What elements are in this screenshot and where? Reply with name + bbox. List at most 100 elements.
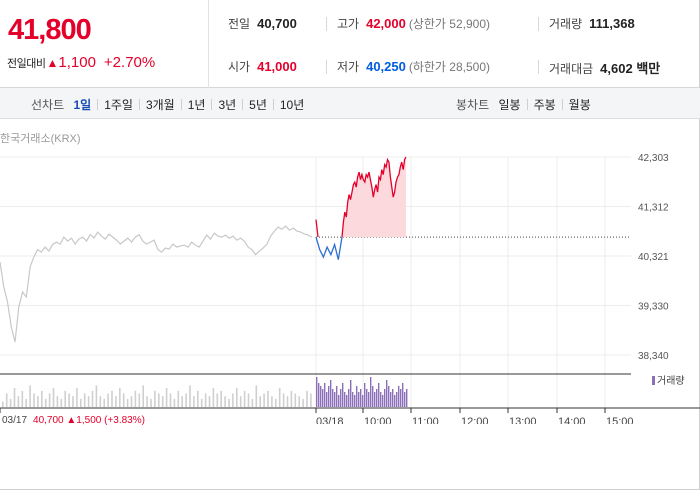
tab-3year[interactable]: 3년 xyxy=(218,98,237,112)
volume-bar xyxy=(306,390,308,407)
open-stat: 시가 41,000 xyxy=(228,59,297,74)
volume-bar xyxy=(243,390,246,407)
volume-bar xyxy=(346,395,348,407)
volume-bar xyxy=(17,396,20,407)
y-tick-label: 40,321 xyxy=(638,252,669,263)
volume-bar xyxy=(340,389,342,407)
volume-bar xyxy=(224,396,226,407)
volume-bar xyxy=(342,383,344,407)
volume-bar xyxy=(400,389,402,407)
volume-bar xyxy=(134,390,137,407)
volume-bar xyxy=(356,386,358,407)
volume-bar xyxy=(372,386,374,407)
volume-bar xyxy=(72,396,74,407)
volume-bar xyxy=(370,377,372,407)
volume-bar xyxy=(177,390,180,407)
volume-bar xyxy=(138,393,141,407)
volume-bar xyxy=(324,383,326,407)
prev-day-text: 40,700 ▲1,500 (+3.83%) xyxy=(33,415,145,426)
volume-bar xyxy=(376,389,378,407)
tab-weekly-candle[interactable]: 주봉 xyxy=(533,98,556,112)
volume-bar xyxy=(52,388,55,407)
volume-bar xyxy=(150,398,152,407)
x-tick-label: 14:00 xyxy=(558,416,586,424)
volume-bar xyxy=(380,392,382,407)
volume-bar xyxy=(344,392,346,407)
volume-bar xyxy=(189,385,191,407)
tab-1year[interactable]: 1년 xyxy=(187,98,206,112)
volume-bar xyxy=(158,393,160,407)
volume-bar xyxy=(13,388,16,407)
volume-bar xyxy=(364,383,366,407)
tab-1day[interactable]: 1일 xyxy=(73,98,92,112)
volume-bar xyxy=(247,393,250,407)
change-label: 전일대비 xyxy=(7,58,46,70)
volume-bar xyxy=(60,398,63,407)
volume-bar xyxy=(25,398,27,407)
divider xyxy=(538,17,539,31)
change-row: 전일대비▲1,100 +2.70% xyxy=(7,54,155,71)
volume-bar xyxy=(275,398,277,407)
line-chart-tabs: 선차트 1일 1주일 3개월 1년 3년 5년 10년 xyxy=(31,96,304,113)
volume-bar xyxy=(9,398,12,407)
x-tick-label: 03/18 xyxy=(316,416,344,424)
today-down-line xyxy=(315,236,343,260)
volume-bar xyxy=(41,390,43,407)
volume-bar xyxy=(37,396,39,407)
volume-bar xyxy=(259,396,261,407)
volume-bar xyxy=(87,396,90,407)
volume-bar xyxy=(352,392,354,407)
volume-bar xyxy=(48,393,51,407)
volume-bar xyxy=(216,393,219,407)
tab-10year[interactable]: 10년 xyxy=(279,98,305,112)
prev-close-stat: 전일 40,700 xyxy=(228,16,297,31)
tab-monthly-candle[interactable]: 월봉 xyxy=(568,98,591,112)
volume-bar xyxy=(99,396,102,407)
volume-bar xyxy=(130,396,133,407)
volume-bar xyxy=(76,388,78,407)
volume-bar xyxy=(386,380,388,407)
x-tick-label: 12:00 xyxy=(461,416,489,424)
volume-legend-swatch xyxy=(652,376,655,385)
tab-1week[interactable]: 1주일 xyxy=(104,98,133,112)
volume-bar xyxy=(358,392,360,407)
y-tick-label: 42,303 xyxy=(638,153,669,164)
volume-bar xyxy=(236,388,238,407)
volume-bar xyxy=(396,392,398,407)
tab-5year[interactable]: 5년 xyxy=(249,98,267,112)
volume-bar xyxy=(2,401,4,407)
volume-bar xyxy=(154,390,156,407)
volume-bar xyxy=(350,380,352,407)
volume-bar xyxy=(251,398,254,407)
volume-bar xyxy=(366,389,368,407)
volume-bar xyxy=(220,390,222,407)
x-tick-label: 10:00 xyxy=(364,416,392,424)
volume-bar xyxy=(107,393,109,407)
prev-day-date: 03/17 xyxy=(2,415,28,426)
tab-daily-candle[interactable]: 일봉 xyxy=(498,98,521,112)
volume-bar xyxy=(278,388,281,407)
amount-stat: 거래대금 4,602 백만 xyxy=(549,61,661,76)
volume-bar xyxy=(29,385,31,407)
volume-bar xyxy=(330,380,332,407)
current-price: 41,800 xyxy=(8,14,92,46)
volume-bar xyxy=(302,398,304,407)
volume-bar xyxy=(360,389,362,407)
volume-bar xyxy=(165,388,168,407)
volume-bar xyxy=(338,395,340,407)
x-tick-label: 11:00 xyxy=(412,416,439,424)
volume-bar xyxy=(354,395,356,407)
volume-bar xyxy=(402,383,404,407)
open-tick xyxy=(315,219,319,238)
volume-bar xyxy=(294,393,297,407)
volume-bar xyxy=(232,393,234,407)
volume-bar xyxy=(44,398,47,407)
candle-chart-title: 봉차트 xyxy=(456,98,490,112)
volume-bar xyxy=(56,396,59,407)
volume-bar xyxy=(368,392,370,407)
volume-bar xyxy=(173,398,176,407)
volume-bar xyxy=(316,377,318,407)
volume-bar xyxy=(378,383,380,407)
tab-3month[interactable]: 3개월 xyxy=(145,98,175,112)
